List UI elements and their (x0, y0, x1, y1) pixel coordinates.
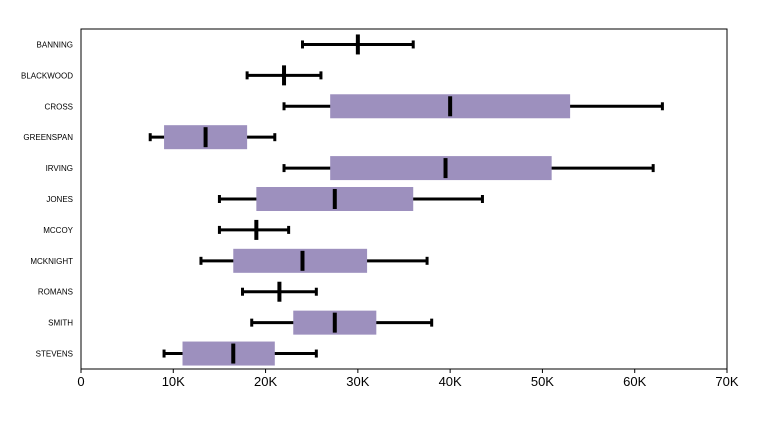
box-group-stevens (162, 341, 318, 366)
x-tick-label-7: 70K (715, 374, 738, 389)
box-group-mcknight (199, 248, 429, 273)
category-label-blackwood: BLACKWOOD (21, 71, 73, 80)
x-tick-label-4: 40K (439, 374, 462, 389)
category-label-irving: IRVING (46, 164, 73, 173)
box-group-romans (241, 281, 318, 302)
boxes-layer (148, 34, 664, 366)
category-axis: BANNING BLACKWOOD CROSS GREENSPAN IRVING JONE… (21, 40, 74, 358)
x-tick-label-5: 50K (531, 374, 554, 389)
box-mcknight (233, 248, 368, 273)
x-tick-label-1: 10K (162, 374, 185, 389)
category-label-romans: ROMANS (38, 288, 73, 297)
box-stevens (182, 341, 275, 366)
category-label-jones: JONES (46, 195, 73, 204)
category-label-smith: SMITH (48, 319, 73, 328)
x-tick-label-2: 20K (254, 374, 277, 389)
box-group-mccoy (217, 219, 291, 240)
x-axis: 0 10K 20K 30K 40K 50K 60K 70K (77, 369, 739, 389)
box-group-blackwood (245, 65, 323, 86)
x-tick-label-0: 0 (77, 374, 84, 389)
box-group-jones (217, 187, 484, 211)
category-label-greenspan: GREENSPAN (23, 133, 73, 142)
category-label-stevens: STEVENS (36, 350, 73, 359)
x-tick-label-6: 60K (623, 374, 646, 389)
box-group-cross (282, 94, 664, 119)
box-irving (330, 156, 552, 181)
category-label-mcknight: MCKNIGHT (30, 257, 73, 266)
box-group-banning (300, 34, 415, 55)
box-group-irving (282, 156, 655, 181)
x-tick-label-3: 30K (346, 374, 369, 389)
box-group-greenspan (148, 125, 277, 150)
category-label-banning: BANNING (37, 40, 73, 49)
box-group-smith (250, 310, 434, 335)
category-label-mccoy: MCCOY (43, 226, 73, 235)
category-label-cross: CROSS (45, 102, 73, 111)
